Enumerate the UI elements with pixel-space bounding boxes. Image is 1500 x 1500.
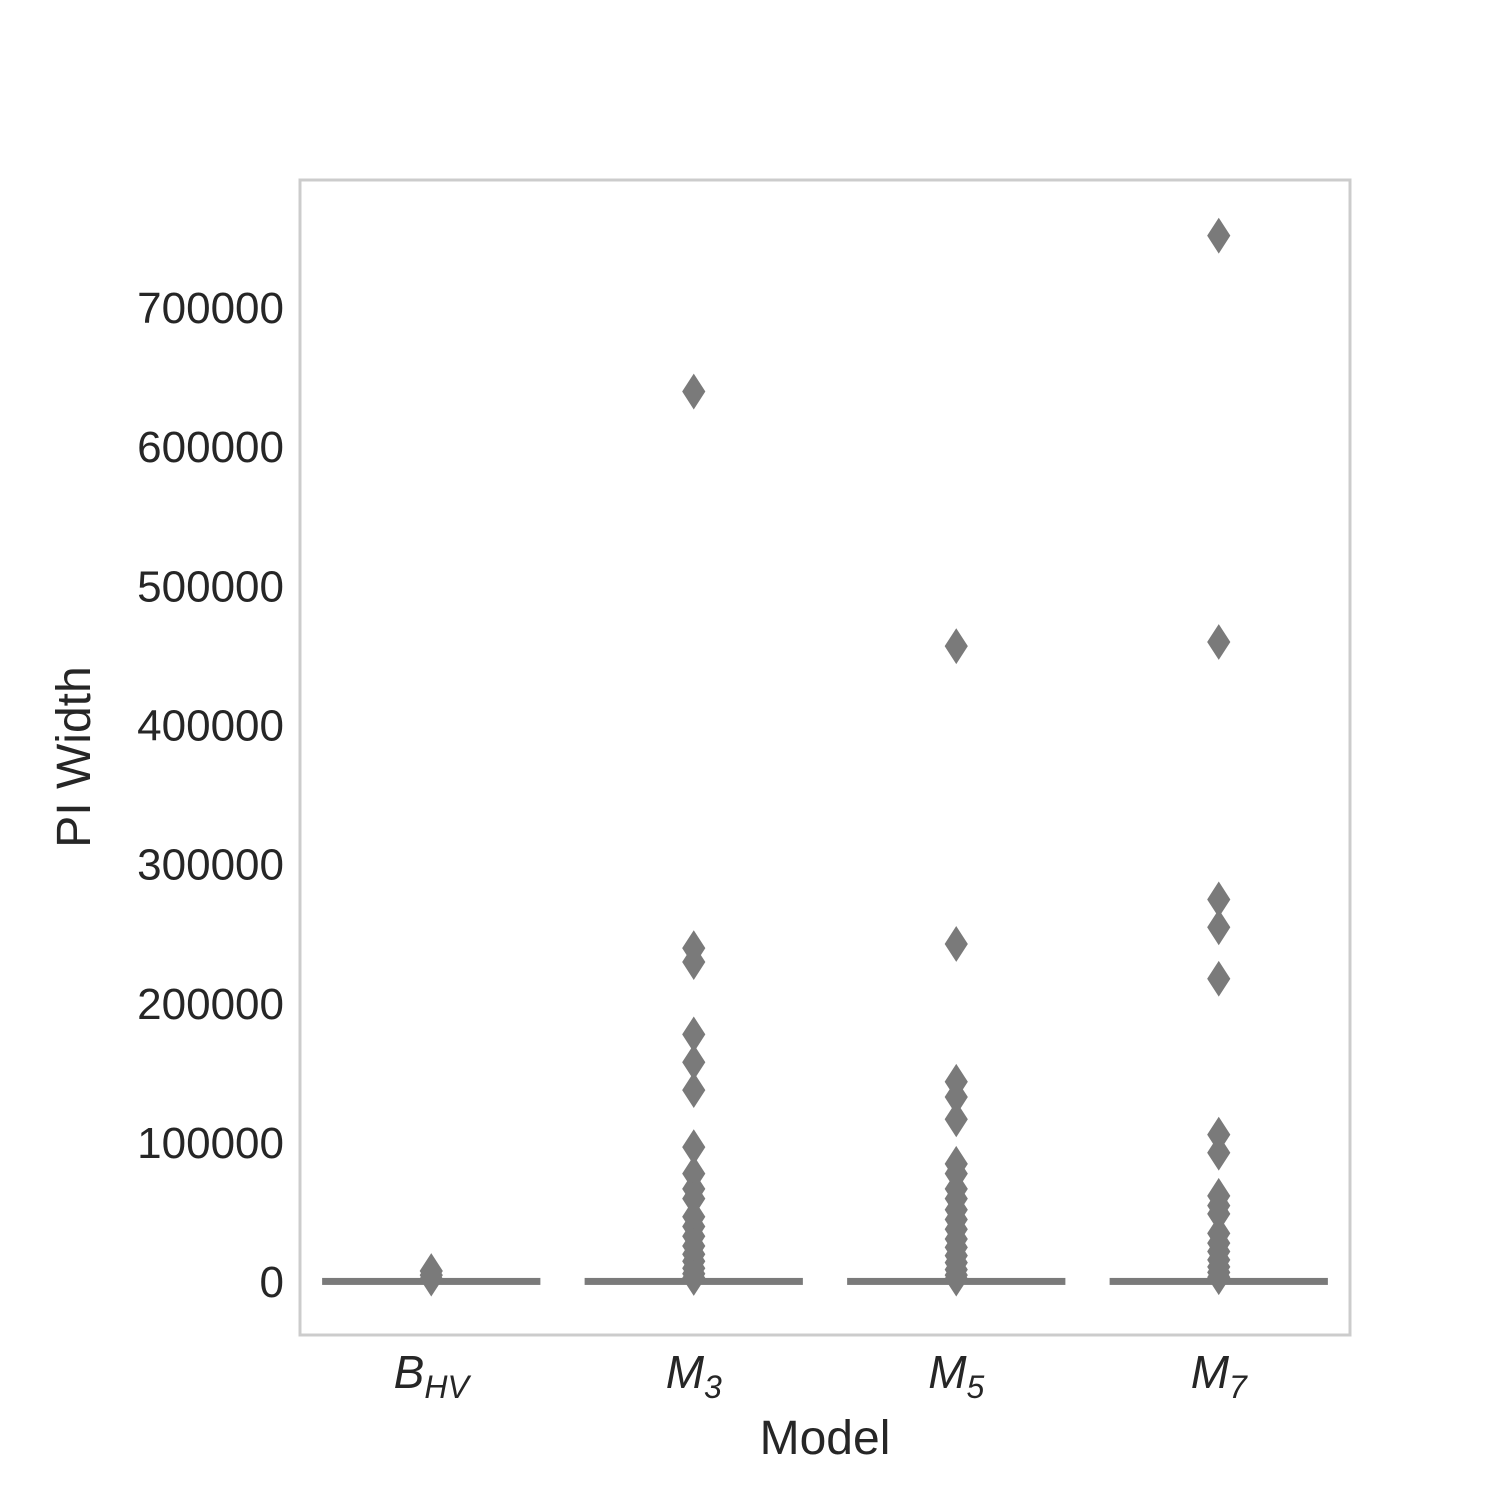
y-tick-label: 200000 <box>137 980 284 1029</box>
y-tick-label: 700000 <box>137 284 284 333</box>
outlier-point <box>1207 217 1231 254</box>
y-axis-label: PI Width <box>48 666 101 847</box>
outlier-point <box>682 944 706 980</box>
x-axis-label: Model <box>760 1412 891 1465</box>
x-tick-label-base: M <box>666 1346 705 1398</box>
y-tick-label: 0 <box>260 1258 284 1307</box>
outlier-point <box>1207 909 1231 946</box>
outlier-point <box>1207 1259 1231 1296</box>
y-tick-label: 600000 <box>137 423 284 472</box>
x-tick-label: M7 <box>1191 1346 1248 1405</box>
x-tick-labels: BHV M3 M5 M7 <box>394 1346 1248 1405</box>
x-tick-label-subscript: 5 <box>967 1369 985 1405</box>
outlier-point <box>682 1260 706 1296</box>
x-tick-label: BHV <box>394 1346 472 1405</box>
y-tick-label: 400000 <box>137 701 284 750</box>
outlier-point <box>944 1260 968 1297</box>
y-tick-label: 100000 <box>137 1119 284 1168</box>
outlier-point <box>944 926 968 962</box>
outlier-point <box>682 373 706 410</box>
outlier-point <box>419 1260 443 1297</box>
y-tick-label: 500000 <box>137 562 284 611</box>
x-tick-label: M3 <box>666 1346 722 1405</box>
outlier-point <box>1207 624 1231 660</box>
boxes-layer <box>322 217 1328 1297</box>
y-tick-labels: 0 100000 200000 300000 400000 500000 600000 700… <box>137 284 284 1307</box>
outlier-point <box>944 628 968 665</box>
outlier-point <box>1207 960 1231 997</box>
x-tick-label-subscript: 7 <box>1229 1369 1248 1405</box>
outlier-point <box>944 1101 968 1138</box>
x-tick-label: M5 <box>928 1346 984 1405</box>
outlier-point <box>682 1072 706 1109</box>
x-tick-label-base: M <box>928 1346 967 1398</box>
x-tick-label-base: M <box>1191 1346 1230 1398</box>
x-tick-label-subscript: 3 <box>704 1369 722 1405</box>
x-tick-label-subscript: HV <box>424 1369 471 1405</box>
x-tick-label-base: B <box>394 1346 425 1398</box>
plot-frame <box>298 178 1352 1337</box>
outlier-point <box>1207 1134 1231 1171</box>
y-tick-label: 300000 <box>137 841 284 890</box>
